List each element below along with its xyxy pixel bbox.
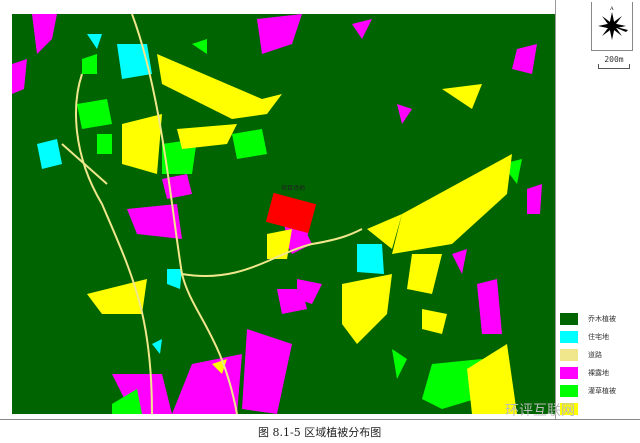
legend-label: 乔木植被: [588, 315, 616, 323]
figure-caption: 图 8.1-5 区域植被分布图: [258, 426, 382, 439]
scale-label: 200m: [604, 55, 624, 64]
divider: [0, 419, 640, 420]
legend-label: 道路: [588, 351, 602, 359]
legend-item: 灌草植被: [560, 382, 640, 400]
legend-item: 住宅地: [560, 328, 640, 346]
map-frame-line: [555, 0, 556, 420]
project-site: [265, 192, 317, 234]
project-site-label: 项目场地: [281, 185, 306, 192]
legend-item: [560, 400, 640, 418]
watermark: 环评互联网: [505, 403, 575, 419]
legend-item: 乔木植被: [560, 310, 640, 328]
svg-text:A: A: [609, 6, 614, 12]
legend: 乔木植被 住宅地 道路 裸露地 灌草植被: [560, 310, 640, 418]
scale-bar: 200m: [596, 55, 632, 69]
vegetation-map: [12, 14, 555, 414]
residential-patches: [37, 34, 384, 354]
roads: [61, 14, 363, 414]
legend-item: 道路: [560, 346, 640, 364]
legend-item: 裸露地: [560, 364, 640, 382]
legend-label: 裸露地: [588, 369, 609, 377]
legend-label: 住宅地: [588, 333, 609, 341]
compass-icon: A: [591, 2, 633, 51]
legend-label: 灌草植被: [588, 387, 616, 395]
farmland-patches: [87, 54, 517, 414]
